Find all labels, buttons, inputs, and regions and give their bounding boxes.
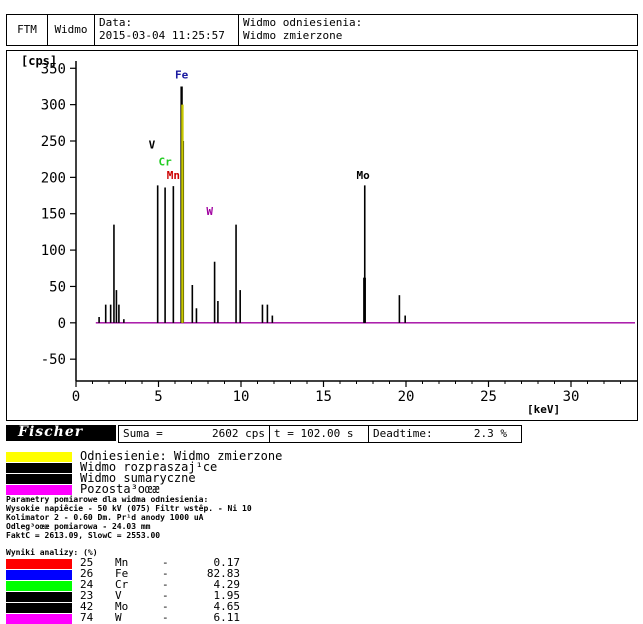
result-z: 26 [80,567,94,580]
element-label: V [149,138,156,151]
result-value: 1.95 [213,589,241,602]
header-cell-date: Data: 2015-03-04 11:25:57 [94,14,239,46]
result-z: 74 [80,611,94,624]
result-z: 24 [80,578,94,591]
y-tick-label: -50 [41,352,66,368]
result-element: W [115,611,122,624]
param-line: Odleg³oœæ pomiarowa - 24.03 mm [6,522,151,531]
spectrum-chart: -50 0 50 100 150 200 250 300 350 0 5 10 15 20 25 30 [cps… [21,54,637,416]
legend-label: Widmo rozpraszaj¹ce [80,460,218,474]
result-swatch [6,570,72,580]
time-value: t = 102.00 s [274,427,354,440]
x-tick-label: 0 [72,389,80,405]
param-line: Kolimator 2 - 0.60 Dm. Pr¹d anody 1000 u… [6,513,204,522]
result-swatch [6,581,72,591]
header-widmo-text: Widmo [54,23,88,36]
element-label: Fe [175,68,189,81]
result-dash: - [162,567,169,580]
result-element: Mn [115,556,129,569]
header-cell-widmo: Widmo [47,14,95,46]
legend-label: Pozosta³oœæ [80,482,160,496]
y-tick-label: 300 [41,98,66,114]
fischer-logo: Fischer [6,424,116,441]
x-tick-label: 30 [563,389,580,405]
result-element: V [115,589,122,602]
param-line: Parametry pomiarowe dla widma odniesieni… [6,495,209,504]
y-tick-label: 50 [49,279,66,295]
chart-frame: -50 0 50 100 150 200 250 300 350 0 5 10 15 20 25 30 [cps… [6,50,638,421]
result-element: Cr [115,578,129,591]
result-z: 42 [80,600,94,613]
x-tick-label: 5 [154,389,162,405]
legend-label: Odniesienie: Widmo zmierzone [80,449,283,463]
y-tick-label: 100 [41,243,66,259]
result-dash: - [162,600,169,613]
x-tick-label: 25 [480,389,497,405]
deadtime-label: Deadtime: [373,427,433,440]
result-element: Fe [115,567,129,580]
deadtime-cell: Deadtime: 2.3 % [368,425,522,443]
header-cell-ftm: FTM [6,14,48,46]
legend-swatch [6,485,72,495]
y-tick-label: 150 [41,207,66,223]
date-label: Data: [99,16,133,29]
param-line: Wysokie napiêcie - 50 kV (075) Filtr wst… [6,504,252,513]
param-line: FaktC = 2613.09, SlowC = 2553.00 [6,531,161,540]
header-ftm-text: FTM [17,23,37,36]
result-swatch [6,614,72,624]
legend-swatch [6,463,72,473]
y-tick-label: 350 [41,61,66,77]
y-tick-label: 200 [41,170,66,186]
time-cell: t = 102.00 s [269,425,369,443]
measurement-params: Parametry pomiarowe dla widma odniesieni… [6,495,252,540]
result-value: 4.29 [213,578,241,591]
element-label: Mo [356,169,370,182]
y-axis-label: [cps] [21,54,57,68]
result-z: 23 [80,589,94,602]
legend-label: Widmo sumaryczne [80,471,196,485]
result-value: 6.11 [213,611,241,624]
result-dash: - [162,611,169,624]
legend-swatch [6,452,72,462]
y-tick-label: 250 [41,134,66,150]
header-cell-ref: Widmo odniesienia: Widmo zmierzone [238,14,638,46]
result-element: Mo [115,600,129,613]
result-value: 82.83 [206,567,240,580]
x-tick-label: 15 [315,389,332,405]
result-z: 25 [80,556,94,569]
result-value: 0.17 [213,556,241,569]
result-dash: - [162,578,169,591]
x-tick-label: 20 [398,389,415,405]
suma-cell: Suma = 2602 cps [118,425,270,443]
ref-label: Widmo odniesienia: [243,16,363,29]
legend-swatch [6,474,72,484]
result-value: 4.65 [213,600,241,613]
suma-label: Suma = [123,427,163,440]
x-tick-label: 10 [233,389,250,405]
deadtime-value: 2.3 % [473,427,507,440]
result-swatch [6,592,72,602]
result-dash: - [162,556,169,569]
ref-value: Widmo zmierzone [243,29,343,42]
element-label: Mn [167,169,180,182]
result-dash: - [162,589,169,602]
result-swatch [6,603,72,613]
y-tick-label: 0 [58,316,66,332]
results-title: Wyniki analizy: (%) [6,548,98,557]
result-swatch [6,559,72,569]
fischer-logo-text: Fischer [18,424,84,440]
suma-value: 2602 cps [212,427,265,440]
date-value: 2015-03-04 11:25:57 [99,29,225,42]
element-label: W [206,205,213,218]
x-axis-label: [keV] [527,403,560,416]
element-label: Cr [158,156,172,169]
